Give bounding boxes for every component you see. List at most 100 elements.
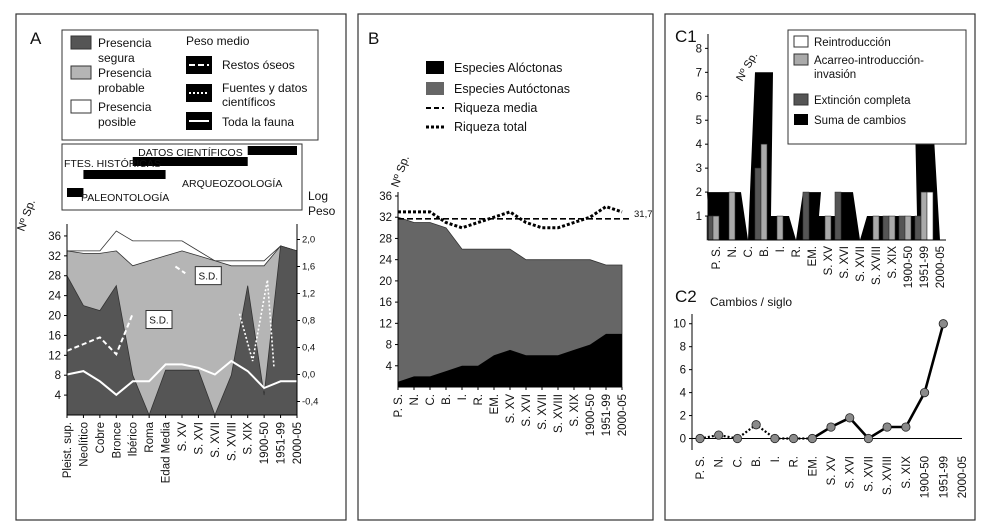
source-label: FTES. HISTÓRICAS (64, 157, 161, 170)
point (826, 422, 836, 432)
x-tick-label: 2000-05 (617, 394, 629, 436)
y-right-tick-label: 2,0 (302, 235, 315, 246)
y-tick-label: 24 (48, 291, 61, 303)
y-tick-label: 6 (680, 365, 686, 377)
line-fuentes-datos (238, 279, 275, 368)
point (807, 433, 817, 444)
x-tick-label: C. (425, 394, 437, 406)
sd-label: S.D. (149, 316, 168, 327)
chart-title: Cambios / siglo (710, 295, 792, 309)
point (788, 433, 799, 444)
bar-extinci-n-completa (754, 167, 762, 241)
x-tick-label: S. XV (505, 394, 517, 424)
point (863, 433, 874, 444)
y-tick-label: 3 (696, 163, 702, 175)
legend-swatch-autoctonas (426, 82, 444, 95)
x-tick-label: N. (727, 246, 739, 258)
mean-label: 31,7 (634, 209, 653, 220)
chart-b: 31,7 4 8 12 16 20 24 28 32 36 P. S. N. C. B. I. R. EM. S.… (379, 154, 652, 436)
y-right-tick-label: 1,6 (302, 262, 315, 273)
area-especies-aloctonas (398, 333, 622, 387)
y-tick-label: 2 (696, 187, 702, 199)
x-tick-label: S. XIX (901, 456, 913, 489)
y-tick-label: 6 (696, 91, 702, 103)
x-tick-label: B. (441, 394, 453, 405)
y-tick-label: 36 (48, 231, 61, 243)
x-tick-label: S. XVII (210, 422, 222, 458)
area-especies-autoctonas (397, 216, 623, 388)
x-tick-label: Edad Media (161, 421, 173, 483)
panel-c-frame (664, 13, 976, 521)
x-tick-label: C. (732, 456, 744, 468)
x-tick-label: S. XVII (537, 394, 549, 430)
point (751, 420, 761, 430)
x-tick-label: S. XVI (839, 246, 851, 279)
y-tick-label: 12 (48, 350, 61, 362)
source-bar (132, 157, 248, 166)
y-tick-label: 2 (680, 411, 686, 423)
legend-weight-title: Peso medio (186, 34, 250, 48)
x-tick-label: 1951-99 (938, 456, 950, 498)
x-tick-label: 1900-50 (920, 456, 932, 498)
y-tick-label: 1 (696, 211, 702, 223)
x-tick-label: R. (789, 456, 801, 468)
y-tick-label: 20 (48, 311, 61, 323)
bar-acarreo-introducci-n-invasi-n (728, 191, 736, 241)
x-tick-label: S. XVIII (553, 394, 565, 433)
y-tick-label: 4 (386, 361, 393, 373)
point (732, 433, 743, 444)
y-tick-label: 4 (55, 390, 62, 402)
point (919, 388, 930, 398)
x-tick-label: 1951-99 (276, 422, 288, 464)
bar-extinci-n-completa (882, 215, 890, 241)
panel-label-c1: C1 (675, 27, 697, 46)
chart-c1: 1 2 3 4 5 6 7 8 P. S. N. C. B. I. R. EM. S. XV S. XVI S. … (696, 34, 947, 288)
y-tick-label: 16 (48, 330, 61, 342)
panel-b-legend: Especies Alóctonas Especies Autóctonas R… (426, 61, 570, 134)
legend-swatch-segura (70, 35, 92, 50)
legend-label-fuentes: Fuentes y datos científicos (222, 81, 307, 109)
bar-acarreo-introducci-n-invasi-n (824, 215, 832, 241)
point (695, 433, 705, 444)
x-tick-label: S. XV (823, 246, 835, 276)
area-presencia-segura (66, 245, 298, 417)
y-tick-label: 8 (55, 370, 61, 382)
x-tick-label: I. (457, 394, 469, 400)
source-label: DATOS CIENTÍFICOS (138, 146, 243, 159)
y-tick-label: 7 (696, 67, 702, 79)
legend-label-toda: Toda la fauna (222, 115, 294, 129)
y-tick-label: 5 (696, 115, 702, 127)
x-tick-label: Cobre (95, 422, 107, 453)
point (938, 319, 948, 329)
source-bar (247, 146, 297, 155)
y-tick-label: 4 (680, 388, 687, 400)
legend-label-probable: Presencia probable (98, 66, 152, 95)
y-tick-label: 8 (680, 342, 686, 354)
x-tick-label: 1951-99 (919, 246, 931, 288)
x-tick-label: Pleist. sup. (62, 422, 74, 478)
legend-swatch-reintro (793, 35, 809, 48)
y-tick-label: 32 (379, 212, 392, 224)
source-bar (67, 188, 84, 197)
source-bar (83, 170, 166, 179)
x-tick-label: Ibérico (128, 422, 140, 457)
sd-box (145, 310, 173, 329)
legend-label-segura: Presencia segura (98, 36, 152, 65)
x-tick-label: S. XVII (855, 246, 867, 282)
source-label: ARQUEOZOOLOGÍA (182, 177, 282, 190)
y-tick-label: 8 (386, 340, 392, 352)
x-tick-label: B. (759, 246, 771, 257)
bar-extinci-n-completa (898, 215, 906, 241)
legend-swatch-acarreo (793, 53, 809, 66)
legend-label-autoctonas: Especies Autóctonas (454, 82, 570, 96)
y-tick-label: 20 (379, 276, 392, 288)
source-label: PALEONTOLOGÍA (81, 191, 169, 204)
x-tick-label: R. (791, 246, 803, 258)
y-right-axis-title: Log (308, 189, 328, 203)
y-tick-label: 36 (379, 191, 392, 203)
legend-label-aloctonas: Especies Alóctonas (454, 61, 562, 75)
panel-a-legend: Presencia segura Presencia probable Presen… (61, 29, 319, 141)
x-tick-label: S. XIX (243, 422, 255, 455)
x-tick-label: P. S. (711, 246, 723, 269)
x-tick-label: 2000-05 (957, 456, 969, 498)
